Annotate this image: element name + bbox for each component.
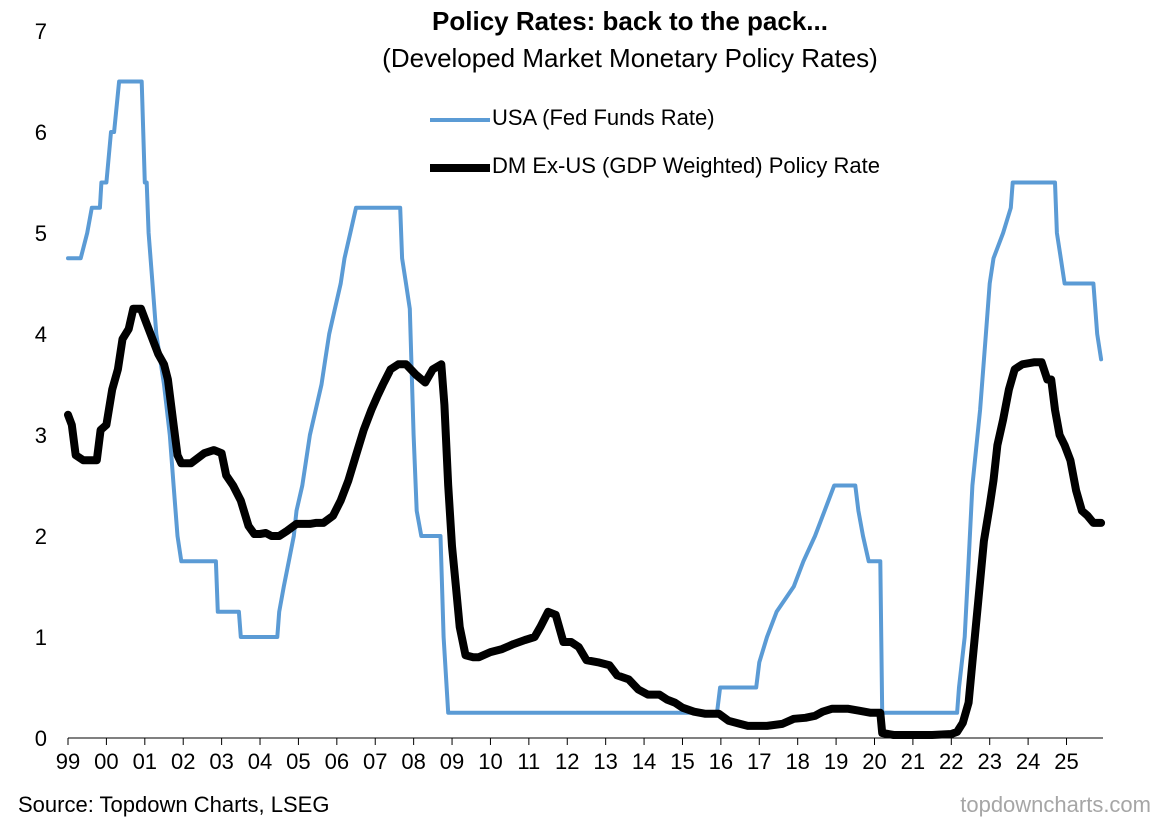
legend-label-usa: USA (Fed Funds Rate) bbox=[492, 105, 715, 130]
x-tick-label: 05 bbox=[286, 749, 310, 774]
x-tick-label: 11 bbox=[517, 749, 540, 774]
x-tick-label: 21 bbox=[901, 749, 925, 774]
y-tick-label: 5 bbox=[35, 221, 47, 246]
x-tick-label: 04 bbox=[248, 749, 272, 774]
x-tick-label: 17 bbox=[747, 749, 771, 774]
x-tick-label: 00 bbox=[94, 749, 118, 774]
series-line-usa bbox=[66, 79, 1104, 715]
x-tick-label: 10 bbox=[478, 749, 502, 774]
x-tick-label: 01 bbox=[133, 749, 157, 774]
x-tick-label: 19 bbox=[824, 749, 848, 774]
chart-subtitle: (Developed Market Monetary Policy Rates) bbox=[382, 43, 878, 73]
x-tick-label: 25 bbox=[1054, 749, 1078, 774]
chart-axes: 99 00 01 02 03 04 05 06 07 08 09 10 11 12 13 14 15 16 17 18… bbox=[35, 19, 1103, 774]
x-tick-label: 09 bbox=[440, 749, 464, 774]
x-tick-label: 18 bbox=[785, 749, 809, 774]
y-tick-label: 7 bbox=[35, 19, 47, 44]
chart-series bbox=[64, 79, 1106, 739]
x-tick-label: 15 bbox=[670, 749, 694, 774]
source-note: Source: Topdown Charts, LSEG bbox=[18, 792, 330, 817]
x-tick-label: 07 bbox=[363, 749, 387, 774]
x-tick-label: 06 bbox=[325, 749, 349, 774]
x-tick-label: 20 bbox=[862, 749, 886, 774]
legend-swatch-usa bbox=[430, 118, 490, 122]
x-tick-label: 24 bbox=[1016, 749, 1040, 774]
y-tick-label: 4 bbox=[35, 322, 47, 347]
series-line-dm-ex-us bbox=[64, 304, 1106, 739]
x-tick-label: 23 bbox=[977, 749, 1001, 774]
x-tick-label: 14 bbox=[632, 749, 656, 774]
x-tick-label: 12 bbox=[555, 749, 579, 774]
x-tick-label: 13 bbox=[593, 749, 617, 774]
watermark: topdowncharts.com bbox=[960, 792, 1151, 817]
y-tick-label: 6 bbox=[35, 120, 47, 145]
x-tick-label: 16 bbox=[709, 749, 733, 774]
y-tick-label: 1 bbox=[35, 625, 47, 650]
x-tick-label: 99 bbox=[56, 749, 80, 774]
x-tick-label: 08 bbox=[401, 749, 425, 774]
x-tick-label: 02 bbox=[171, 749, 195, 774]
y-tick-label: 2 bbox=[35, 524, 47, 549]
y-tick-label: 3 bbox=[35, 423, 47, 448]
x-tick-label: 03 bbox=[209, 749, 233, 774]
chart-title: Policy Rates: back to the pack... bbox=[432, 6, 828, 36]
y-tick-label: 0 bbox=[35, 726, 47, 751]
legend-swatch-dm-ex-us bbox=[430, 164, 490, 172]
x-tick-label: 22 bbox=[939, 749, 963, 774]
legend-label-dm-ex-us: DM Ex-US (GDP Weighted) Policy Rate bbox=[492, 153, 880, 178]
